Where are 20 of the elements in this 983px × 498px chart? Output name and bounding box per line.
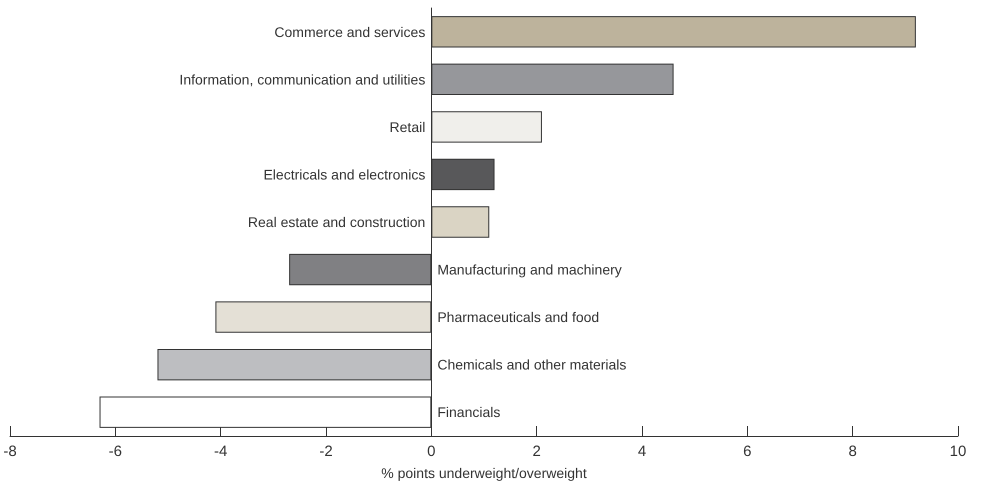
y-tick-label: Commerce and services	[274, 24, 426, 40]
y-tick-label: Electricals and electronics	[263, 166, 426, 182]
y-tick-label: Pharmaceuticals and food	[437, 309, 600, 326]
y-tick-label: Financials	[437, 404, 500, 420]
x-tick-label: -4	[214, 443, 228, 460]
x-tick-label: -6	[108, 443, 122, 460]
x-axis-title: % points underweight/overweight	[381, 465, 587, 481]
x-tick-label: 6	[743, 443, 752, 460]
x-tick-label: -2	[319, 443, 333, 460]
y-tick-label: Retail	[390, 118, 426, 135]
x-tick-label: 0	[427, 443, 436, 460]
x-tick-label: 10	[950, 443, 966, 460]
x-tick-label: -8	[3, 443, 17, 460]
y-tick-label: Information, communication and utilities	[179, 71, 426, 88]
y-tick-label: Manufacturing and machinery	[437, 262, 622, 278]
y-tick-label: Real estate and construction	[248, 214, 426, 230]
x-tick-label: 8	[848, 443, 857, 460]
y-tick-label: Chemicals and other materials	[437, 356, 626, 373]
x-tick-label: 4	[638, 443, 646, 460]
x-tick-label: 2	[532, 443, 541, 460]
